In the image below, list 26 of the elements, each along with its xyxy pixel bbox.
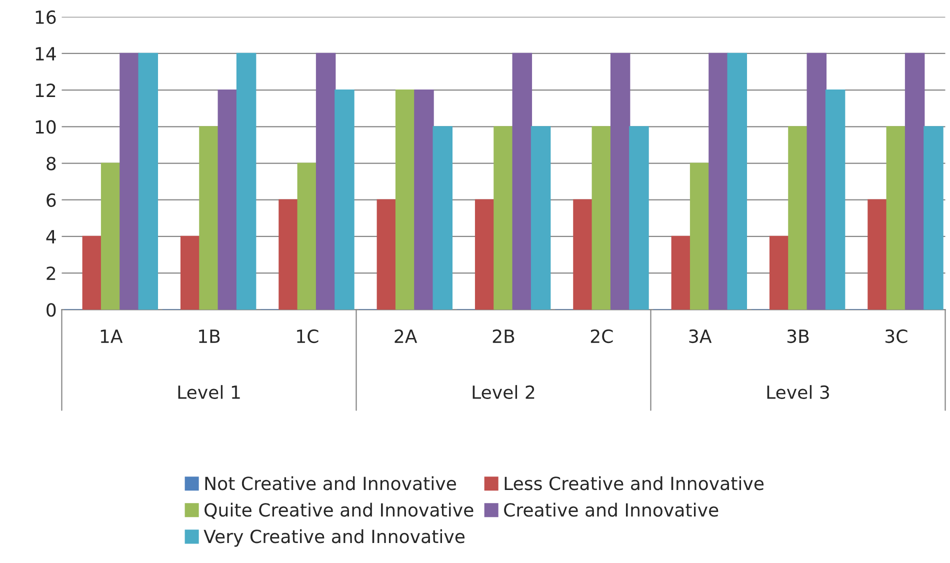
text: Level 2 xyxy=(472,385,534,400)
y-tick-label: 10 xyxy=(36,120,56,134)
x-tick-label: 2B xyxy=(492,329,514,343)
x-tick-label: 1C xyxy=(297,329,318,344)
legend-label: Less Creative and Innovative xyxy=(504,476,764,490)
y-tick-label: 6 xyxy=(46,193,56,207)
legend-label: Not Creative and Innovative xyxy=(205,476,456,490)
x-tick-label: 3B xyxy=(787,329,809,344)
x-tick-label: 2A xyxy=(394,329,418,343)
x-tick-label: 2C xyxy=(590,329,613,344)
text: Level 3 xyxy=(767,385,829,400)
y-tick-label: 16 xyxy=(36,10,56,24)
x-tick-label: 1A xyxy=(100,330,123,343)
x-tick-label: 3C xyxy=(885,329,908,344)
y-tick-label: 14 xyxy=(36,47,56,60)
text: Level 1 xyxy=(178,385,240,400)
x-tick-label: 1B xyxy=(199,330,220,343)
y-tick-label: 12 xyxy=(36,84,56,97)
legend-label: Very Creative and Innovative xyxy=(204,529,465,547)
y-tick-label: 0 xyxy=(46,303,56,317)
legend-label: Quite Creative and Innovative xyxy=(204,502,474,519)
legend-label: Creative and Innovative xyxy=(504,502,718,517)
x-tick-label: 3A xyxy=(689,329,712,344)
y-tick-label: 2 xyxy=(46,266,56,280)
y-tick-label: 4 xyxy=(46,230,56,244)
y-tick-label: 8 xyxy=(46,156,56,170)
